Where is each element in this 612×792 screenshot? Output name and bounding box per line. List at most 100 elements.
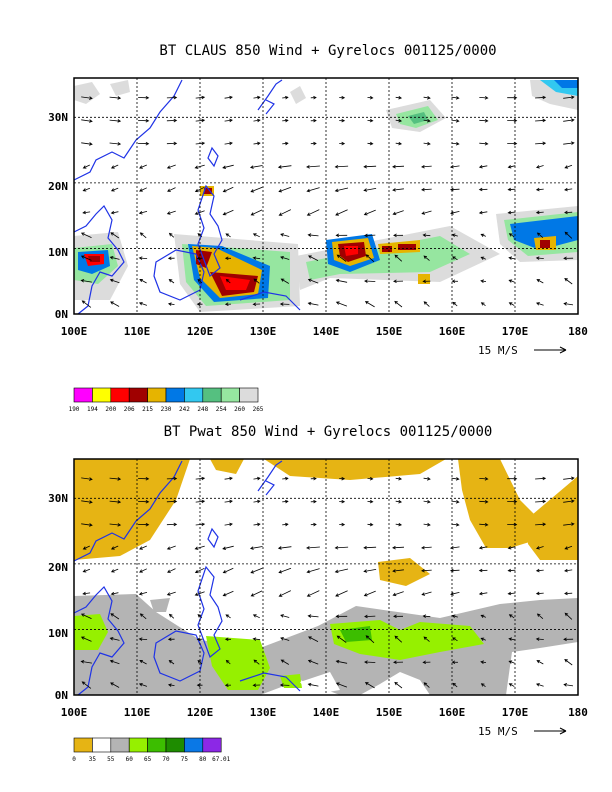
wind-vector [224, 499, 233, 504]
colorbar-swatch [110, 737, 130, 753]
wind-vector [536, 302, 544, 306]
colorbar-swatch [239, 387, 259, 403]
wind-vector [279, 683, 290, 687]
colorbar-label: 194 [87, 406, 98, 413]
wind-vector [250, 590, 263, 597]
wind-vector [421, 545, 432, 550]
wind-vector [138, 637, 148, 641]
wind-vector [280, 659, 290, 665]
wind-vector [364, 279, 376, 283]
wind-vector [335, 682, 348, 688]
wind-vector [423, 499, 431, 504]
wind-vector [480, 302, 486, 307]
wind-vector [363, 545, 377, 550]
wind-vector [535, 95, 547, 100]
wind-vector [280, 637, 290, 641]
cloud-red-patch [382, 246, 392, 252]
wind-vector [423, 301, 430, 307]
colorbar-label: 65 [144, 756, 152, 763]
wind-vector [480, 683, 486, 688]
wind-vector [222, 567, 234, 574]
wind-vector [194, 210, 205, 215]
wind-vector [564, 591, 573, 596]
wind-vector [307, 301, 319, 306]
wind-vector [478, 568, 488, 573]
wind-vector [306, 546, 320, 550]
wind-vector [450, 211, 460, 215]
wind-vector [282, 522, 289, 527]
map-frame-top [73, 77, 579, 315]
wind-vector [395, 141, 403, 146]
wind-vector [81, 477, 93, 481]
wind-vector [536, 683, 544, 687]
wind-vector [422, 279, 431, 284]
wind-vector [452, 637, 458, 642]
wind-vector [80, 636, 92, 642]
wind-vector [139, 568, 147, 573]
wind-vector [367, 499, 374, 504]
colorbar-label: 75 [181, 756, 189, 763]
wind-vector [252, 683, 261, 687]
wind-vector [392, 591, 404, 597]
wind-vector [224, 118, 233, 123]
wind-vector [110, 232, 120, 239]
wind-vector [166, 210, 176, 215]
colorbar-label: 200 [105, 406, 116, 413]
wind-vector [334, 545, 349, 550]
wind-vector [249, 165, 263, 169]
colorbar-swatch [92, 387, 112, 403]
wind-vector [451, 522, 460, 527]
x-tick-label: 140E [313, 706, 340, 719]
wind-scale-top: 15 M/S [478, 344, 567, 357]
wind-vector [109, 659, 120, 665]
colorbar-swatch [147, 737, 167, 753]
wind-vector [449, 568, 460, 573]
x-tick-label: 150E [376, 325, 403, 338]
colorbar-swatch [202, 387, 222, 403]
wind-vector [138, 141, 150, 146]
wind-vector [364, 614, 376, 619]
coastline-asia [73, 460, 183, 696]
wind-vector [225, 614, 231, 619]
gridlines-top [74, 78, 578, 314]
pwat-dry-region [378, 558, 430, 586]
cloud-gray-patch [74, 82, 100, 104]
colorbar-label: 265 [253, 406, 264, 413]
wind-vector [110, 568, 119, 573]
wind-vector [109, 96, 122, 100]
wind-vector [564, 164, 573, 169]
wind-vector [138, 499, 150, 504]
wind-vector [224, 302, 232, 306]
wind-vector [282, 95, 289, 100]
wind-vector [195, 476, 206, 481]
wind-vector [564, 545, 573, 550]
wind-vector [423, 522, 431, 527]
wind-vector [307, 233, 319, 237]
wind-vector [139, 232, 147, 239]
wind-vector [423, 682, 430, 688]
wind-vector [364, 233, 376, 238]
wind-vector [166, 141, 178, 146]
colorbar-top: 190 194 200 206 215 230 242 248 254 260 265 [69, 387, 264, 413]
wind-vector [421, 210, 432, 215]
chart-title-bottom: BT Pwat 850 Wind + Gyrelocs 001125/0000 [164, 424, 493, 440]
wind-vector [563, 141, 575, 145]
colorbar-label: 55 [107, 756, 115, 763]
wind-vector [423, 255, 430, 261]
wind-vector [224, 683, 232, 687]
wind-vector [278, 209, 291, 216]
colorbar-label: 230 [161, 406, 172, 413]
colorbar-label: 80 [199, 756, 207, 763]
wind-vector [335, 590, 348, 597]
wind-vector [480, 279, 487, 284]
wind-vector [395, 118, 403, 123]
wind-vector [195, 118, 206, 123]
wind-vector [451, 96, 460, 100]
colorbar-label: 60 [126, 756, 134, 763]
wind-vector [564, 612, 573, 620]
wind-vector [535, 499, 547, 504]
wind-vector [563, 637, 574, 642]
wind-vector [394, 300, 403, 308]
wind-vector [250, 209, 263, 216]
wind-vector [339, 499, 346, 504]
